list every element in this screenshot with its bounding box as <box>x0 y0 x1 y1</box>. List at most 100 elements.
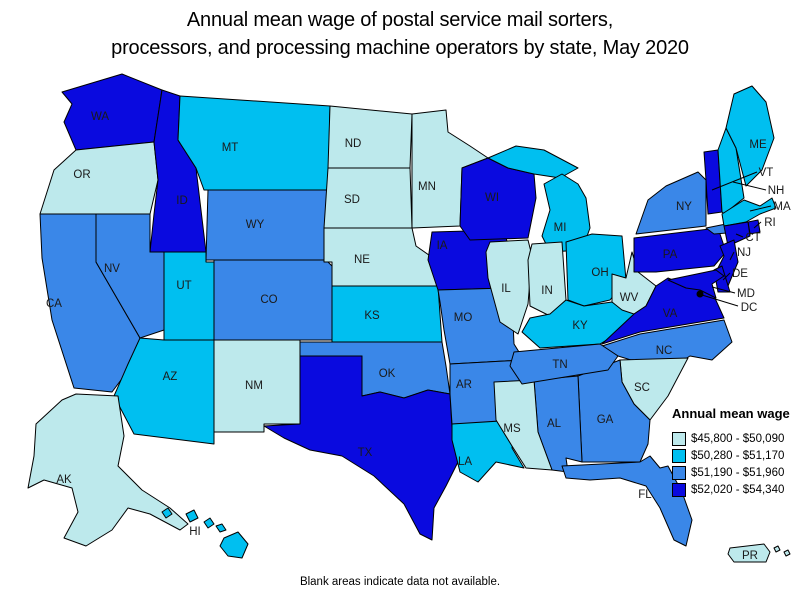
state-label-CT: CT <box>745 232 760 244</box>
legend-label-3: $51,190 - $51,960 <box>691 466 785 479</box>
state-label-IN: IN <box>541 285 553 297</box>
state-shape-PA <box>633 227 727 273</box>
state-label-FL: FL <box>638 489 652 501</box>
state-label-OK: OK <box>379 368 396 380</box>
state-label-TN: TN <box>552 359 567 371</box>
state-label-NE: NE <box>354 254 370 266</box>
legend-item-2: $50,280 - $51,170 <box>672 447 798 464</box>
state-shape-SD <box>323 167 413 229</box>
leader-line-DE <box>722 272 731 281</box>
leader-line-MA <box>749 205 772 212</box>
state-label-MT: MT <box>222 142 239 154</box>
state-shape-PR-3 <box>783 549 791 557</box>
leader-line-DC <box>701 294 739 307</box>
state-label-RI: RI <box>764 217 776 229</box>
leader-line-NH <box>732 181 767 191</box>
state-label-TX: TX <box>358 447 373 459</box>
state-label-LA: LA <box>458 456 472 468</box>
state-shape-AZ <box>113 337 215 445</box>
state-shape-ME <box>725 85 775 187</box>
state-shape-ND <box>327 105 413 169</box>
state-label-NJ: NJ <box>737 247 751 259</box>
state-label-DC: DC <box>741 302 758 314</box>
state-label-PR: PR <box>742 550 758 562</box>
state-shape-HI-5 <box>219 531 249 559</box>
state-label-WV: WV <box>620 292 639 304</box>
state-label-HI: HI <box>189 526 201 538</box>
state-shape-HI-4 <box>215 523 227 533</box>
leader-line-RI <box>753 221 762 229</box>
state-shape-MT <box>177 95 331 191</box>
state-shape-MS <box>493 379 553 471</box>
figure-title-line1: Annual mean wage of postal service mail … <box>186 9 614 31</box>
state-label-ND: ND <box>345 138 362 150</box>
state-shape-NE <box>323 227 439 287</box>
legend-title: Annual mean wage <box>672 406 790 421</box>
state-shape-PR-2 <box>773 545 781 553</box>
leader-line-CT <box>735 233 744 238</box>
state-label-NH: NH <box>768 185 785 197</box>
state-label-MA: MA <box>773 201 791 213</box>
leader-line-NJ <box>729 251 735 261</box>
state-shape-PR-1 <box>727 543 771 563</box>
state-label-NV: NV <box>104 263 120 275</box>
legend-label-4: $52,020 - $54,340 <box>691 483 785 496</box>
state-label-MI: MI <box>554 222 567 234</box>
state-label-NY: NY <box>676 201 692 213</box>
state-label-CA: CA <box>46 298 62 310</box>
legend-item-4: $52,020 - $54,340 <box>672 481 798 498</box>
state-label-GA: GA <box>597 414 614 426</box>
state-label-KY: KY <box>572 320 588 332</box>
leader-line-MD <box>711 286 736 294</box>
state-label-IL: IL <box>501 283 511 295</box>
state-label-AK: AK <box>56 474 72 486</box>
state-label-MN: MN <box>418 181 436 193</box>
state-label-NC: NC <box>656 345 673 357</box>
state-shape-HI-1 <box>161 507 173 519</box>
state-label-UT: UT <box>176 280 191 292</box>
state-shape-UT <box>163 251 215 341</box>
state-label-VA: VA <box>663 308 678 320</box>
footnote: Blank areas indicate data not available. <box>299 576 501 588</box>
state-label-DE: DE <box>732 268 748 280</box>
state-label-OR: OR <box>73 169 90 181</box>
state-shape-HI-2 <box>185 509 199 523</box>
state-shape-WV <box>611 251 657 315</box>
state-shape-HI-3 <box>203 517 215 529</box>
state-label-AL: AL <box>547 418 562 430</box>
state-shape-IL <box>485 239 533 335</box>
state-label-WI: WI <box>485 192 499 204</box>
state-label-CO: CO <box>260 294 277 306</box>
legend-items: $45,800 - $50,090 $50,280 - $51,170 $51,19… <box>672 430 798 498</box>
dc-marker-dot <box>696 290 704 298</box>
state-shape-MI-1 <box>487 145 579 179</box>
state-label-NM: NM <box>245 380 263 392</box>
legend-swatch-4 <box>672 482 686 497</box>
state-label-MO: MO <box>454 312 473 324</box>
state-shape-WY <box>205 189 329 261</box>
state-label-MD: MD <box>737 288 755 300</box>
state-shape-OR <box>39 141 159 215</box>
state-label-AZ: AZ <box>163 371 178 383</box>
legend-label-2: $50,280 - $51,170 <box>691 449 785 462</box>
state-label-VT: VT <box>759 167 774 179</box>
map-legend: Annual mean wage $45,800 - $50,090 $50,28… <box>672 406 798 498</box>
state-shape-MD <box>667 269 725 299</box>
state-shape-WA <box>61 73 163 151</box>
state-label-WY: WY <box>246 219 265 231</box>
legend-swatch-1 <box>672 431 686 446</box>
state-label-ID: ID <box>176 195 188 207</box>
state-shape-TX <box>263 355 459 541</box>
state-label-ME: ME <box>749 139 767 151</box>
state-label-MS: MS <box>503 423 521 435</box>
state-label-SC: SC <box>634 382 650 394</box>
legend-swatch-3 <box>672 465 686 480</box>
legend-swatch-2 <box>672 448 686 463</box>
state-shape-KS <box>331 285 443 343</box>
state-label-WA: WA <box>91 111 109 123</box>
legend-item-1: $45,800 - $50,090 <box>672 430 798 447</box>
figure-title-line2: processors, and processing machine opera… <box>111 37 689 59</box>
legend-label-1: $45,800 - $50,090 <box>691 432 785 445</box>
